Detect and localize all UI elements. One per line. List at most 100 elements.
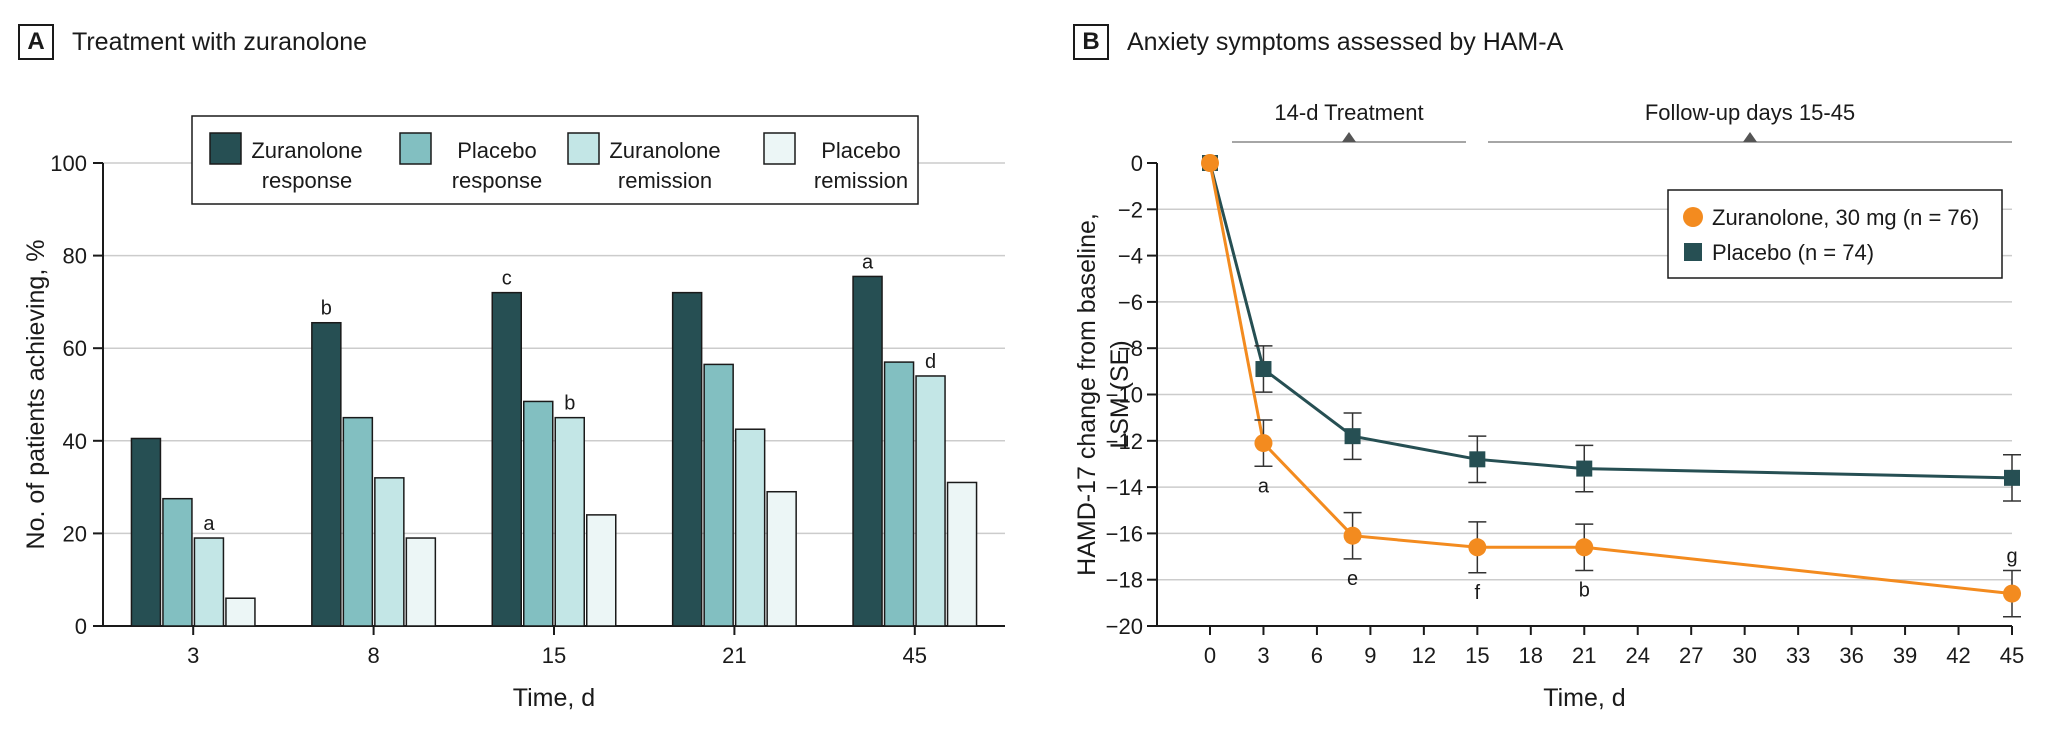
bar-pla-response	[162, 497, 193, 627]
xtick-label: 15	[1465, 643, 1489, 668]
legend-item: Placebo (n = 74)	[1684, 240, 1874, 265]
xtick-label: 45	[903, 643, 927, 668]
xtick-label: 12	[1412, 643, 1436, 668]
followup-marker	[1743, 132, 1757, 142]
legend-label: remission	[814, 168, 908, 193]
ytick-label: 40	[63, 429, 87, 454]
bar-zur-remission	[374, 477, 405, 627]
legend-item: Zuranolone, 30 mg (n = 76)	[1683, 205, 1979, 230]
xtick-label: 21	[1572, 643, 1596, 668]
bar-pla-response	[523, 400, 554, 627]
bar-zur-response	[852, 275, 883, 627]
xtick-label: 9	[1364, 643, 1376, 668]
treatment-label: 14-d Treatment	[1274, 100, 1423, 125]
legend-label: Zuranolone	[609, 138, 720, 163]
bar-pla-response	[342, 416, 374, 627]
bar-zur-remission	[554, 416, 585, 627]
ytick-label: −14	[1106, 475, 1143, 500]
legend-box	[191, 115, 919, 205]
legend-label: remission	[618, 168, 712, 193]
panel-b-header: B Anxiety symptoms assessed by HAM-A	[1073, 24, 1563, 60]
data-point-square	[1469, 451, 1486, 468]
series-line-circle	[1208, 162, 2013, 596]
xtick-label: 39	[1893, 643, 1917, 668]
xtick-label: 24	[1625, 643, 1649, 668]
data-point-square	[1344, 428, 1361, 445]
line-legend: Zuranolone, 30 mg (n = 76) Placebo (n = 7…	[1667, 189, 2003, 279]
data-point-circle	[1254, 434, 1273, 453]
series-line-square	[1208, 162, 2013, 480]
panel-b-letter: B	[1073, 24, 1109, 60]
legend-label: Placebo	[821, 138, 901, 163]
ytick-label: −2	[1118, 197, 1143, 222]
xtick-label: 27	[1679, 643, 1703, 668]
point-annotation: g	[2006, 545, 2017, 567]
data-point-square	[1255, 361, 1272, 378]
point-annotation: f	[1475, 582, 1481, 604]
legend-marker-circle	[1683, 207, 1703, 227]
bar-pla-remission	[946, 481, 978, 627]
ytick-label: 0	[1131, 151, 1143, 176]
data-point-circle	[1201, 154, 1219, 172]
x-axis-label: Time, d	[1543, 684, 1625, 712]
legend-label: Zuranolone	[251, 138, 362, 163]
y-axis-label: LSM (SE)	[1106, 340, 1134, 448]
data-point-circle	[2003, 584, 2021, 603]
y-axis-label: No. of patients achieving, %	[22, 240, 50, 550]
ytick-label: 60	[63, 336, 87, 361]
bar-zur-remission	[193, 537, 225, 627]
legend-swatch	[209, 132, 242, 165]
y-axis-label: HAMD-17 change from baseline,	[1073, 213, 1101, 576]
xtick-label: 6	[1311, 643, 1323, 668]
ytick-label: −6	[1118, 290, 1143, 315]
legend-swatch	[763, 132, 796, 165]
bar-zur-response	[671, 291, 703, 627]
xtick-label: 36	[1839, 643, 1863, 668]
data-point-square	[2004, 469, 2020, 486]
legend-swatch	[399, 132, 432, 165]
point-annotation: a	[1258, 475, 1270, 497]
bar-pla-remission	[586, 514, 617, 627]
x-axis-label: Time, d	[513, 684, 595, 712]
data-point-square	[1576, 460, 1593, 477]
data-point-circle	[1343, 526, 1362, 545]
xtick-label: 15	[542, 643, 566, 668]
bar-annotation: c	[502, 268, 512, 290]
legend-item: Placebo response	[399, 132, 543, 193]
xtick-label: 30	[1732, 643, 1756, 668]
legend-label: Zuranolone, 30 mg (n = 76)	[1712, 205, 1979, 230]
ytick-label: −10	[1106, 383, 1143, 408]
legend-item: Placebo remission	[763, 132, 908, 193]
bar-zur-response	[491, 291, 522, 627]
bar-annotation: b	[321, 298, 332, 320]
bar-annotation: a	[862, 251, 874, 273]
legend-item: Zuranolone response	[209, 132, 363, 193]
legend-label: response	[262, 168, 353, 193]
xtick-label: 3	[187, 643, 199, 668]
point-annotation: b	[1579, 579, 1590, 601]
point-annotation: e	[1347, 568, 1358, 590]
bar-zur-response	[130, 437, 162, 627]
bar-pla-response	[883, 361, 915, 627]
ytick-label: 0	[75, 614, 87, 639]
ytick-label: 80	[63, 244, 87, 269]
ytick-label: −18	[1106, 568, 1143, 593]
ytick-label: 100	[50, 151, 87, 176]
ytick-label: −8	[1118, 336, 1143, 361]
xtick-label: 3	[1257, 643, 1269, 668]
ytick-label: −4	[1118, 244, 1143, 269]
bar-zur-remission	[734, 428, 766, 627]
xtick-label: 42	[1946, 643, 1970, 668]
followup-label: Follow-up days 15-45	[1645, 100, 1855, 125]
bar-pla-remission	[766, 490, 797, 627]
bar-pla-remission	[405, 537, 437, 627]
ytick-label: −20	[1106, 614, 1143, 639]
bar-zur-response	[311, 321, 342, 627]
ytick-label: −16	[1106, 521, 1143, 546]
data-point-circle	[1575, 538, 1594, 557]
legend-item: Zuranolone remission	[567, 132, 721, 193]
bar-annotation: a	[203, 513, 215, 535]
legend-label: response	[452, 168, 543, 193]
legend-box	[1667, 189, 2003, 279]
